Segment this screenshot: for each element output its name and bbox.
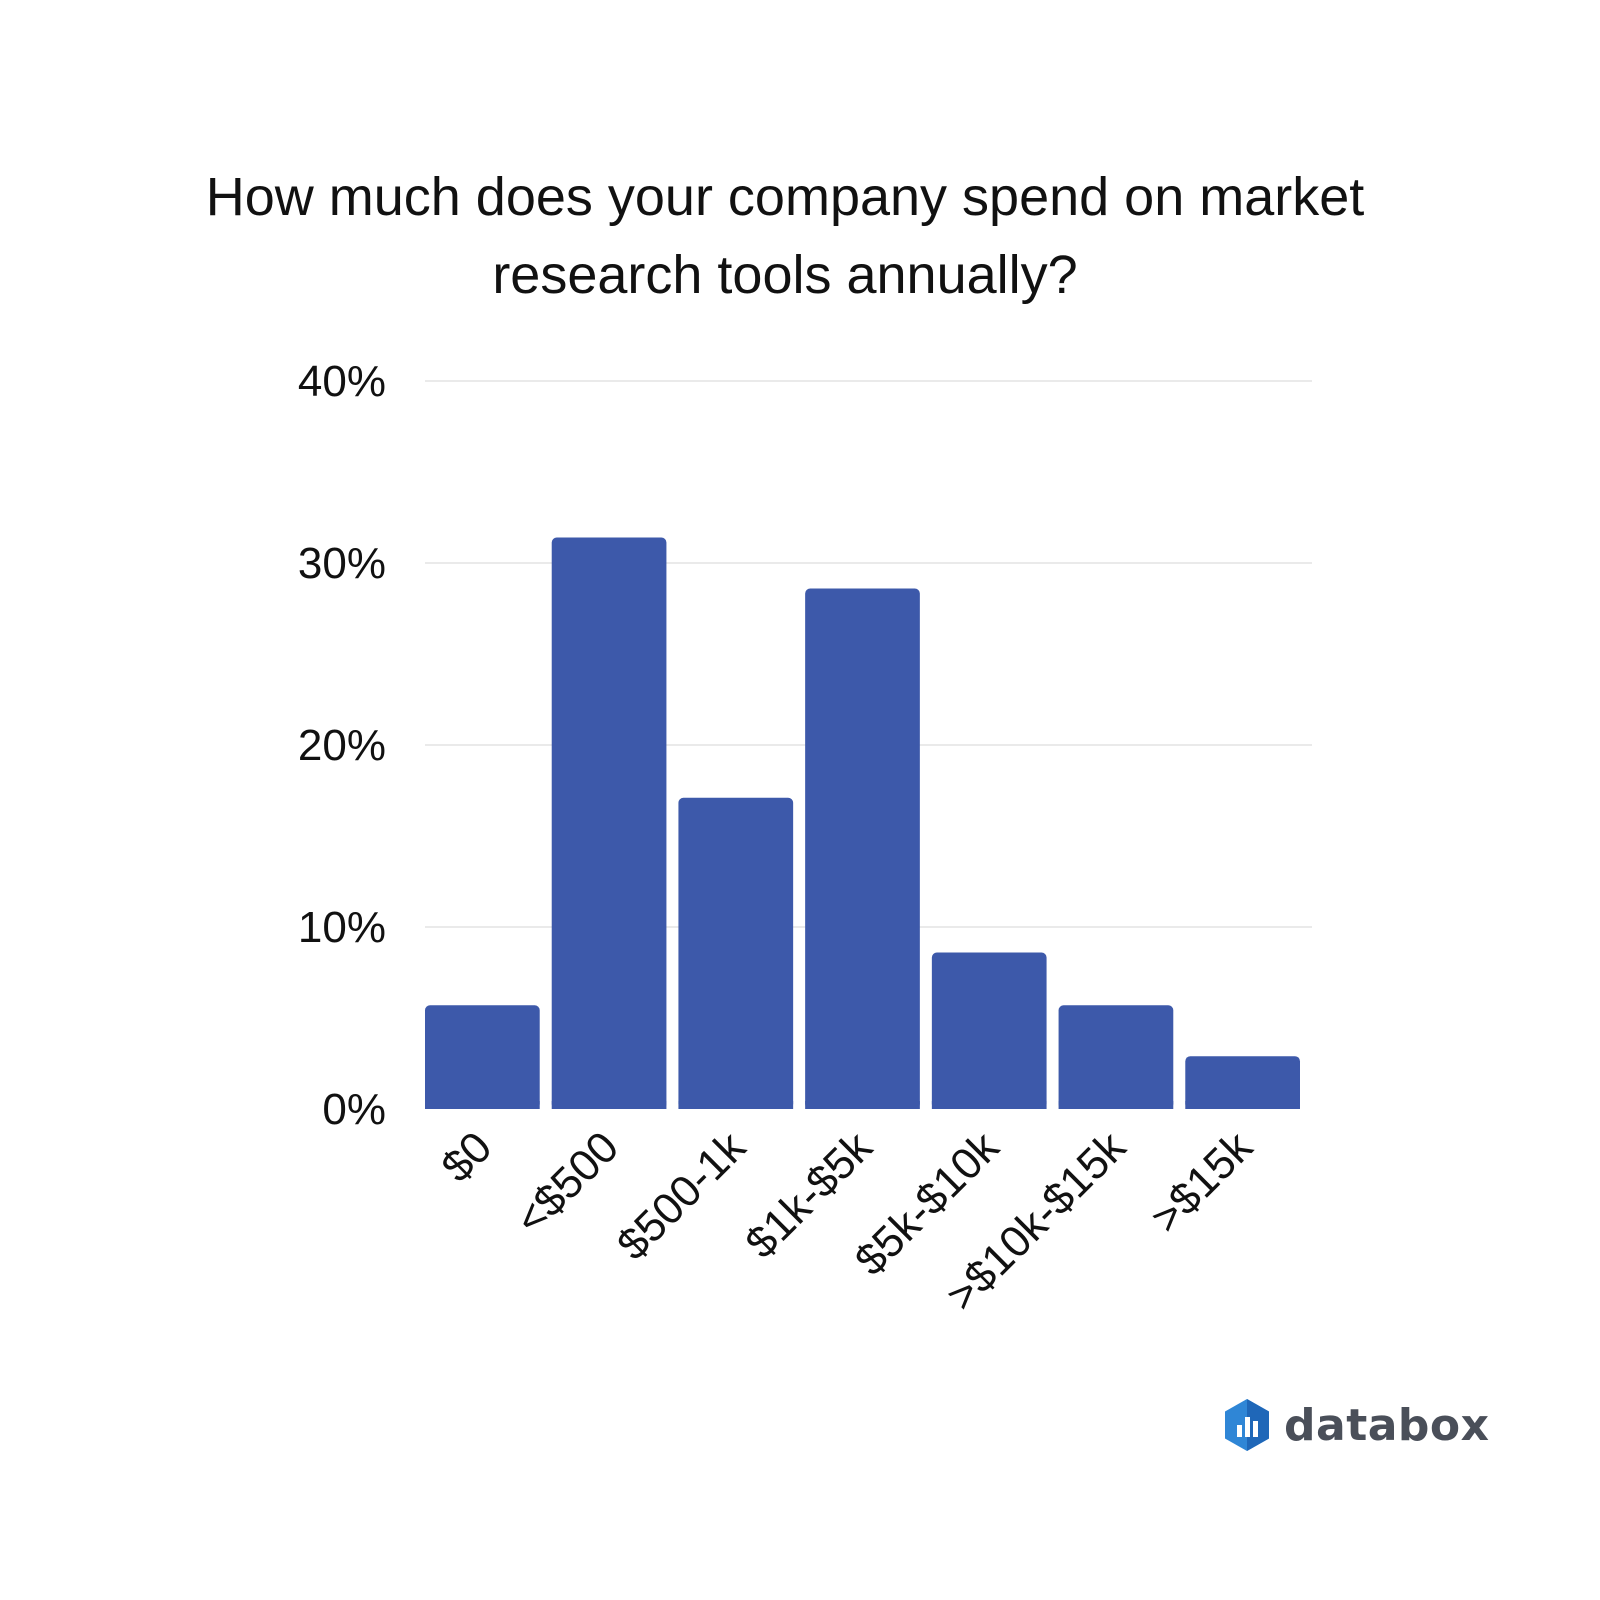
bar-base: [1058, 1101, 1174, 1109]
x-tick-label: >$15k: [1141, 1122, 1262, 1243]
y-tick-label: 0%: [322, 1085, 386, 1134]
y-axis-ticks: 0% 10% 20% 30% 40%: [298, 357, 386, 1134]
bars: [425, 537, 1300, 1109]
y-tick-label: 10%: [298, 903, 386, 952]
bar-base: [805, 1101, 920, 1109]
brand-name: databox: [1284, 1399, 1490, 1451]
bar: [1058, 1005, 1174, 1109]
bar-base: [1185, 1101, 1300, 1109]
y-tick-label: 30%: [298, 539, 386, 588]
x-tick-label: <$500: [506, 1122, 628, 1244]
chart-title: How much does your company spend on mark…: [205, 167, 1365, 305]
bar: [931, 952, 1047, 1109]
bar-base: [551, 1101, 667, 1109]
bar-base: [425, 1101, 540, 1109]
brand-logo: databox: [1222, 1390, 1490, 1460]
bar: [1185, 1056, 1300, 1109]
bar: [678, 797, 794, 1109]
x-axis-ticks: $0 <$500$500-1k$1k-$5k$5k-$10k>$10k-$15k >…: [432, 1122, 1262, 1321]
y-tick-label: 40%: [298, 357, 386, 406]
bar-base: [931, 1101, 1047, 1109]
bar: [805, 588, 920, 1109]
bar: [551, 537, 667, 1109]
bar-base: [678, 1101, 794, 1109]
bar: [425, 1005, 540, 1109]
x-tick-label: $500-1k: [608, 1122, 756, 1270]
x-tick-label: $0: [432, 1122, 501, 1191]
y-tick-label: 20%: [298, 721, 386, 770]
databox-logo-icon: [1225, 1399, 1269, 1451]
